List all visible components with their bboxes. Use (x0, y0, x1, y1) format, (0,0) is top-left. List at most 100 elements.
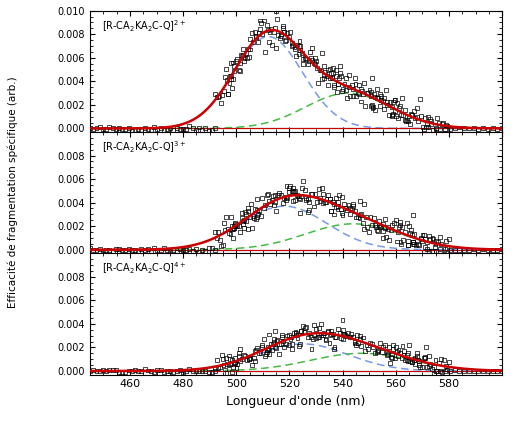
Point (344, 95, 352, 102)
Point (344, 330, 352, 336)
Point (394, 347, 403, 354)
Point (285, 189, 293, 196)
Point (241, 208, 249, 215)
Point (404, 118, 412, 125)
Point (296, 42, 304, 49)
Point (222, 369, 231, 376)
Point (302, 56, 311, 62)
Point (332, 204, 340, 211)
Point (432, 368, 440, 374)
Point (295, 43, 303, 50)
Point (338, 211, 347, 218)
Point (251, 348, 260, 354)
Point (109, 124, 117, 131)
Point (327, 207, 335, 214)
Point (376, 92, 385, 99)
Point (250, 355, 258, 362)
Point (221, 366, 229, 373)
Point (392, 349, 401, 356)
Point (216, 364, 224, 371)
Point (248, 362, 256, 369)
Point (423, 120, 431, 127)
Point (387, 111, 396, 118)
Point (288, 340, 296, 347)
Point (298, 185, 306, 192)
Point (278, 333, 286, 340)
Point (112, 245, 120, 252)
Point (441, 125, 449, 132)
Point (350, 338, 358, 345)
Point (287, 43, 296, 50)
Point (430, 132, 438, 139)
Point (269, 202, 278, 208)
Point (340, 332, 349, 339)
Point (474, 126, 483, 133)
Point (290, 43, 299, 50)
Point (443, 244, 452, 251)
Point (225, 90, 233, 97)
Point (230, 223, 238, 230)
Point (249, 213, 257, 220)
Point (264, 190, 272, 197)
Point (418, 238, 426, 244)
Point (212, 93, 220, 100)
Point (361, 103, 369, 110)
Point (398, 355, 406, 362)
Point (342, 86, 350, 93)
Point (377, 97, 385, 104)
Point (427, 120, 435, 127)
Point (220, 220, 228, 226)
Point (307, 190, 315, 197)
Point (432, 241, 440, 247)
Point (413, 353, 421, 360)
Point (271, 345, 280, 351)
Point (333, 206, 341, 213)
Point (291, 187, 299, 194)
Point (256, 213, 265, 220)
Point (383, 98, 391, 105)
Point (173, 368, 181, 374)
Point (251, 358, 260, 365)
Point (258, 342, 266, 348)
Point (342, 333, 350, 340)
Point (272, 45, 280, 52)
Point (253, 207, 262, 214)
Point (295, 50, 303, 57)
Point (330, 82, 338, 89)
Point (240, 217, 248, 223)
Point (300, 186, 308, 193)
Point (153, 246, 162, 253)
Point (410, 231, 419, 238)
Point (424, 123, 432, 130)
Point (370, 91, 378, 98)
Point (289, 184, 297, 191)
Point (322, 196, 331, 202)
Point (320, 63, 328, 70)
Point (313, 64, 321, 71)
Point (214, 229, 222, 236)
Point (235, 67, 244, 74)
Point (272, 208, 280, 215)
Point (421, 244, 430, 251)
Point (277, 33, 285, 40)
Point (283, 195, 291, 202)
Point (253, 39, 262, 45)
Point (302, 194, 310, 201)
Point (422, 123, 430, 130)
Point (204, 127, 213, 134)
Point (376, 103, 384, 110)
Point (369, 343, 377, 350)
Point (385, 344, 393, 351)
Point (373, 226, 381, 233)
Point (318, 76, 326, 83)
Text: [R-CA$_2$KA$_2$C-Q]$^{3+}$: [R-CA$_2$KA$_2$C-Q]$^{3+}$ (102, 139, 187, 155)
Point (260, 205, 268, 212)
Point (211, 125, 219, 132)
Point (290, 330, 298, 337)
Point (215, 93, 224, 100)
Point (261, 352, 269, 359)
Point (349, 92, 357, 99)
Point (211, 91, 219, 98)
Point (349, 200, 357, 207)
Point (424, 232, 433, 239)
